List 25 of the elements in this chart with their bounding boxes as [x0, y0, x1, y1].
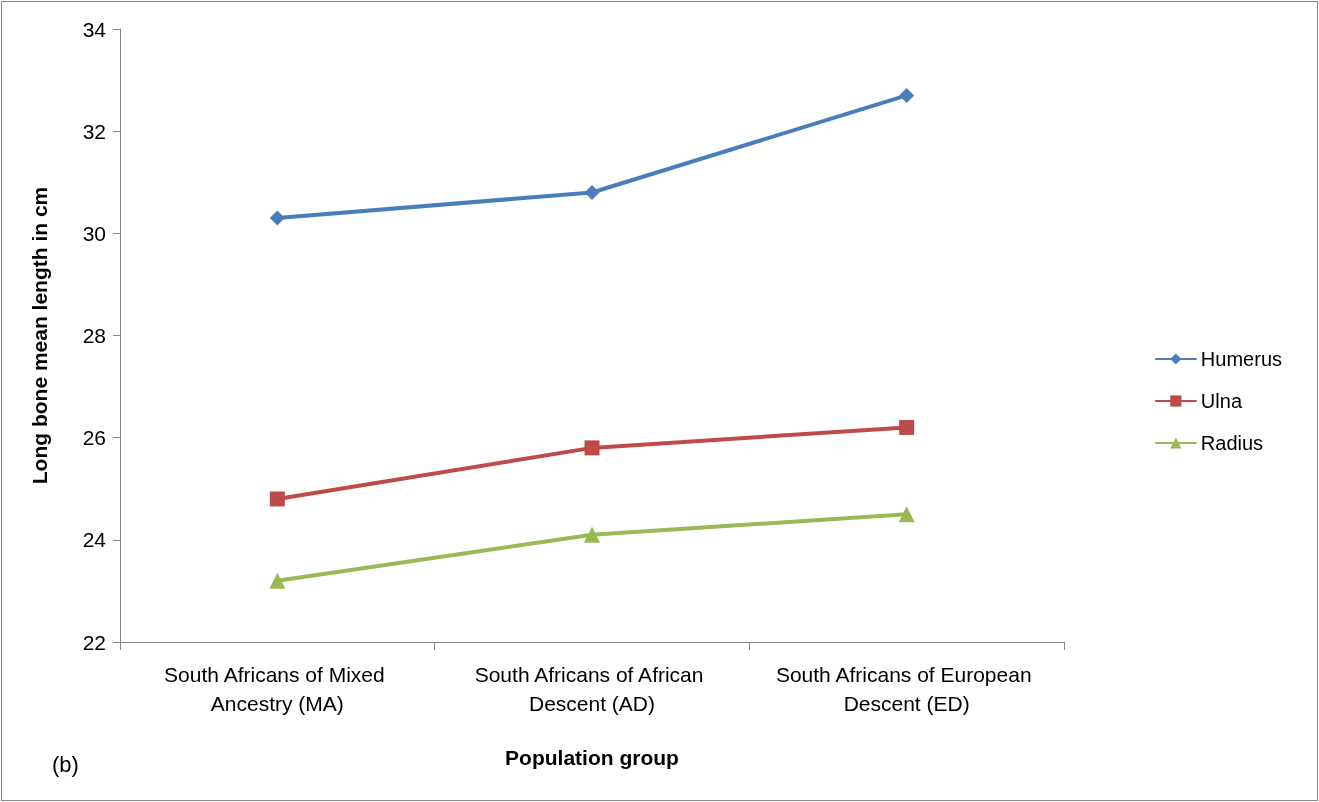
- y-tick-label: 24: [82, 528, 107, 552]
- legend-label: Radius: [1200, 432, 1264, 454]
- x-tick-label: South Africans of Mixed Ancestry (MA): [164, 663, 391, 715]
- point: [584, 184, 600, 200]
- y-tick-label: 22: [82, 630, 106, 654]
- point: [584, 526, 600, 543]
- point: [584, 440, 600, 456]
- point: [269, 210, 285, 226]
- point: [269, 491, 285, 507]
- y-tick-label: 32: [82, 119, 106, 143]
- y-tick-label: 34: [82, 17, 107, 41]
- y-tick-label: 28: [82, 324, 106, 347]
- legend-label: Humerus: [1200, 348, 1283, 370]
- y-tick-label: 30: [82, 221, 106, 245]
- y-tick-label: 26: [82, 426, 106, 450]
- point: [269, 572, 286, 589]
- x-tick-label: South Africans of European Descent (ED): [775, 663, 1038, 715]
- point: [898, 506, 915, 523]
- x-axis-title: Population group: [505, 746, 679, 769]
- point: [899, 87, 915, 103]
- y-axis-title: Long bone mean length in cm: [28, 186, 51, 485]
- text: (b): [52, 751, 79, 777]
- legend-label: Ulna: [1200, 390, 1243, 412]
- point: [899, 419, 915, 435]
- x-tick-label: South Africans of African Descent (AD): [474, 663, 710, 715]
